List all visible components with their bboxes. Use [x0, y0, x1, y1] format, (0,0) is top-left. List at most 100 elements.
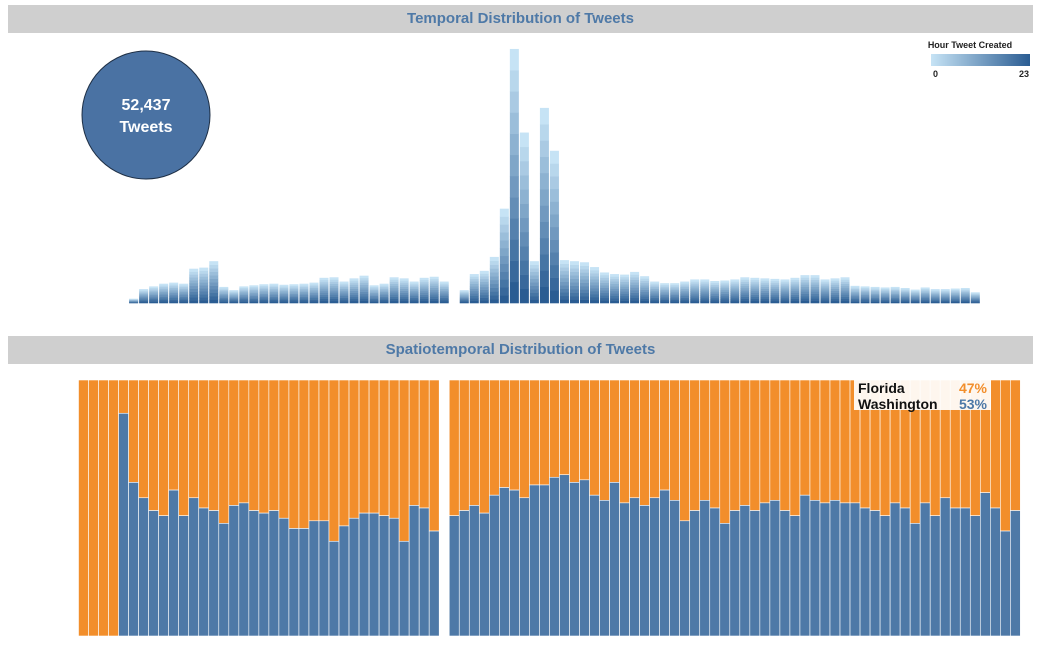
tweet-count-bar-segment	[720, 301, 730, 304]
florida-share-segment	[458, 379, 470, 511]
tweet-count-bar-segment	[820, 297, 830, 300]
tweet-count-bar-segment	[870, 292, 880, 294]
tweet-count-bar-segment	[830, 280, 840, 283]
tweet-count-bar-segment	[690, 287, 700, 290]
tweet-count-bar-segment	[529, 271, 539, 276]
tweet-count-bar-segment	[429, 289, 439, 293]
tweet-count-bar-segment	[249, 301, 259, 304]
daily-share-bar	[990, 379, 1001, 637]
tweet-count-bar-segment	[670, 301, 680, 304]
daily-share-bar	[268, 379, 280, 637]
florida-share-segment	[478, 379, 490, 514]
tweet-count-bar-segment	[770, 282, 780, 286]
tweet-count-bar-segment	[630, 284, 640, 288]
tweet-count-bar-segment	[700, 297, 710, 300]
tweet-count-bar	[569, 261, 579, 304]
tweet-count-bar-segment	[610, 276, 620, 280]
tweet-count-bar	[610, 274, 620, 304]
tweet-count-bar-segment	[700, 283, 710, 286]
daily-percent-chart	[78, 379, 1021, 637]
tweet-count-bar	[640, 276, 650, 304]
tweet-count-bar-segment	[289, 299, 299, 302]
tweet-count-bar-segment	[950, 298, 960, 300]
tweet-count-bar-segment	[139, 289, 149, 291]
tweet-count-bar-segment	[499, 263, 509, 272]
tweet-count-bar-segment	[840, 279, 850, 282]
tweet-count-bar-segment	[670, 298, 680, 300]
tweet-count-bar-segment	[740, 285, 750, 289]
tweet-count-bar-segment	[970, 300, 980, 302]
tweet-count-bar-segment	[159, 296, 169, 299]
florida-share-segment	[1000, 379, 1011, 532]
tweet-count-bar-segment	[309, 301, 319, 304]
tweet-count-bar-segment	[259, 287, 269, 290]
tweet-count-bar-segment	[189, 277, 199, 281]
tweet-count-bar-segment	[379, 298, 389, 301]
tweet-count-bar-segment	[820, 291, 830, 294]
florida-share-segment	[338, 379, 350, 527]
tweet-count-bar-segment	[209, 264, 219, 269]
tweet-count-bar-segment	[750, 298, 760, 302]
florida-share-segment	[839, 379, 851, 504]
tweet-count-bar-segment	[259, 298, 269, 301]
tweet-count-bar-segment	[219, 286, 229, 289]
tweet-count-bar-segment	[499, 271, 509, 280]
tweet-count-bar-segment	[610, 288, 620, 292]
tweet-count-bar-segment	[830, 294, 840, 298]
tweet-count-bar-segment	[810, 284, 820, 288]
tweet-count-bar-segment	[479, 292, 489, 296]
washington-share-segment	[569, 482, 580, 637]
tweet-count-bar	[139, 289, 149, 304]
tweet-count-bar-segment	[339, 297, 349, 300]
washington-share-segment	[208, 510, 220, 637]
tweet-count-bar-segment	[740, 279, 750, 282]
tweet-count-bar-segment	[820, 287, 830, 290]
tweet-count-bar-segment	[209, 292, 219, 297]
florida-share-segment	[559, 379, 570, 476]
tweet-count-bar-segment	[720, 293, 730, 296]
tweet-count-bar-segment	[750, 286, 760, 289]
daily-share-bar	[889, 379, 901, 637]
tweet-count-bar-segment	[970, 294, 980, 297]
tweet-count-bar-segment	[239, 298, 249, 301]
tweet-count-bar-segment	[860, 301, 870, 304]
tweet-count-bar-segment	[930, 291, 940, 293]
tweet-count-bar-segment	[529, 268, 539, 272]
tweet-count-bar	[710, 281, 720, 304]
tweet-count-bar-segment	[389, 292, 399, 295]
tweet-count-bar-segment	[930, 296, 940, 298]
tweet-count-bar-segment	[840, 296, 850, 300]
tweet-count-bar-segment	[790, 288, 800, 291]
tweet-count-bar-segment	[169, 292, 179, 295]
tweet-count-bar-segment	[549, 163, 559, 177]
tweet-count-bar-segment	[880, 296, 890, 299]
tweet-count-bar-segment	[259, 293, 269, 296]
florida-share-segment	[418, 379, 430, 509]
tweet-count-bar-segment	[690, 293, 700, 296]
florida-share-segment	[358, 379, 370, 514]
tweet-count-bar-segment	[680, 285, 690, 288]
tweet-count-bar-segment	[539, 237, 549, 255]
daily-share-bar	[98, 379, 109, 637]
tweet-count-bar-segment	[429, 281, 439, 284]
tweet-count-bar-segment	[229, 297, 239, 300]
tweet-count-bar-segment	[840, 283, 850, 287]
tweet-count-bar-segment	[239, 297, 249, 300]
tweet-count-bar-segment	[139, 299, 149, 301]
tweet-count-bar-segment	[539, 254, 549, 271]
florida-share-segment	[599, 379, 610, 501]
legend-florida-label: Florida	[858, 380, 905, 396]
tweet-count-bar-segment	[299, 286, 309, 289]
tweet-count-bar-segment	[419, 288, 429, 291]
tweet-count-bar-segment	[389, 285, 399, 289]
tweet-count-bar-segment	[790, 284, 800, 287]
tweet-count-bar-segment	[479, 300, 489, 304]
tweet-count-bar-segment	[880, 290, 890, 292]
tweet-count-bar-segment	[580, 299, 589, 304]
tweet-count-bar-segment	[359, 284, 369, 288]
tweet-count-bar-segment	[870, 290, 880, 293]
tweet-count-bar-segment	[359, 298, 369, 302]
tweet-count-bar-segment	[940, 300, 950, 303]
florida-share-segment	[619, 379, 630, 504]
florida-share-segment	[178, 379, 189, 516]
